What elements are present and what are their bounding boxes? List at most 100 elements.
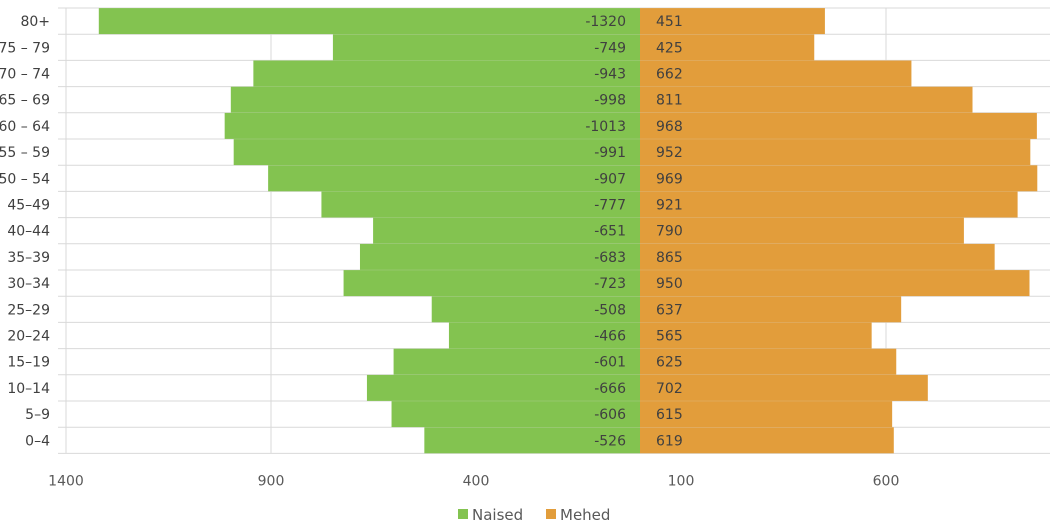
bar-naised-6 — [268, 165, 640, 192]
data-label-mehed-13: 625 — [656, 355, 683, 371]
data-label-mehed-6: 969 — [656, 171, 683, 187]
bar-mehed-5 — [640, 139, 1031, 166]
data-label-mehed-14: 702 — [656, 381, 683, 397]
category-label-9: 35–39 — [7, 250, 50, 266]
category-labels: 80+ 75 – 79 70 – 74 65 – 69 60 – 64 55 – 59 50… — [0, 14, 50, 449]
legend-item-naised[interactable]: Naised — [458, 506, 523, 524]
data-labels: -1320 -749 -943 -998 -1013 -991 -907 -777 -651 -6… — [585, 14, 682, 449]
bar-mehed-7 — [640, 191, 1018, 218]
data-label-mehed-5: 952 — [656, 145, 683, 161]
bar-naised-3 — [230, 86, 640, 113]
bar-mehed-0 — [640, 8, 825, 35]
data-label-naised-2: -943 — [594, 67, 626, 83]
x-tick-label-0: 1400 — [48, 473, 84, 489]
legend-swatch — [458, 509, 468, 519]
bar-mehed-8 — [640, 217, 964, 244]
bar-naised-12 — [448, 322, 640, 349]
category-label-14: 10–14 — [7, 381, 50, 397]
bar-naised-5 — [233, 139, 640, 166]
data-label-naised-9: -683 — [594, 250, 626, 266]
data-label-mehed-3: 811 — [656, 93, 683, 109]
bar-mehed-2 — [640, 60, 912, 87]
category-label-0: 80+ — [20, 14, 50, 30]
bar-mehed-6 — [640, 165, 1038, 192]
legend-item-mehed[interactable]: Mehed — [546, 506, 610, 524]
legend-swatch — [546, 509, 556, 519]
bar-naised-13 — [393, 348, 640, 375]
data-label-mehed-2: 662 — [656, 67, 683, 83]
category-label-1: 75 – 79 — [0, 40, 50, 56]
bar-naised-16 — [424, 427, 640, 454]
data-label-mehed-16: 619 — [656, 433, 683, 449]
legend-label: Naised — [472, 506, 523, 524]
bar-naised-10 — [343, 270, 640, 297]
x-tick-label-2: 400 — [463, 473, 490, 489]
bars — [98, 8, 1038, 454]
bar-naised-14 — [366, 374, 640, 401]
bar-naised-4 — [224, 112, 641, 139]
data-label-naised-3: -998 — [594, 93, 626, 109]
bar-mehed-10 — [640, 270, 1030, 297]
data-label-mehed-15: 615 — [656, 407, 683, 423]
data-label-naised-4: -1013 — [585, 119, 626, 135]
bar-naised-0 — [98, 8, 641, 35]
category-label-8: 40–44 — [7, 224, 50, 240]
x-axis-ticks: 1400 900 400 100 600 — [48, 473, 899, 489]
bar-mehed-3 — [640, 86, 973, 113]
category-label-16: 0–4 — [25, 433, 50, 449]
data-label-naised-15: -606 — [594, 407, 626, 423]
bar-naised-9 — [359, 243, 640, 270]
data-label-naised-10: -723 — [594, 276, 626, 292]
category-label-10: 30–34 — [7, 276, 50, 292]
category-label-7: 45–49 — [7, 198, 50, 214]
bar-mehed-14 — [640, 374, 928, 401]
category-label-13: 15–19 — [7, 355, 50, 371]
category-label-3: 65 – 69 — [0, 93, 50, 109]
data-label-naised-11: -508 — [594, 302, 626, 318]
x-tick-label-3: 100 — [668, 473, 695, 489]
bar-naised-8 — [373, 217, 640, 244]
bar-mehed-12 — [640, 322, 872, 349]
data-label-mehed-8: 790 — [656, 224, 683, 240]
data-label-naised-6: -907 — [594, 171, 626, 187]
bar-naised-7 — [321, 191, 640, 218]
bar-naised-2 — [253, 60, 640, 87]
data-label-mehed-9: 865 — [656, 250, 683, 266]
bar-mehed-11 — [640, 296, 902, 323]
bar-mehed-15 — [640, 401, 893, 428]
bar-naised-15 — [391, 401, 640, 428]
data-label-mehed-1: 425 — [656, 40, 683, 56]
data-label-mehed-4: 968 — [656, 119, 683, 135]
bar-mehed-1 — [640, 34, 815, 61]
data-label-naised-8: -651 — [594, 224, 626, 240]
data-label-naised-16: -526 — [594, 433, 626, 449]
data-label-mehed-10: 950 — [656, 276, 683, 292]
category-label-11: 25–29 — [7, 302, 50, 318]
data-label-mehed-11: 637 — [656, 302, 683, 318]
data-label-naised-1: -749 — [594, 40, 626, 56]
category-label-15: 5–9 — [25, 407, 50, 423]
bar-naised-11 — [431, 296, 640, 323]
data-label-naised-0: -1320 — [585, 14, 626, 30]
category-label-6: 50 – 54 — [0, 171, 50, 187]
x-tick-label-1: 900 — [258, 473, 285, 489]
bar-mehed-16 — [640, 427, 894, 454]
bar-naised-1 — [332, 34, 640, 61]
category-label-2: 70 – 74 — [0, 67, 50, 83]
bar-mehed-4 — [640, 112, 1037, 139]
data-label-naised-5: -991 — [594, 145, 626, 161]
data-label-naised-7: -777 — [594, 198, 626, 214]
data-label-mehed-7: 921 — [656, 198, 683, 214]
data-label-naised-14: -666 — [594, 381, 626, 397]
data-label-naised-12: -466 — [594, 329, 626, 345]
category-label-5: 55 – 59 — [0, 145, 50, 161]
legend[interactable]: Naised Mehed — [458, 506, 610, 524]
bar-mehed-13 — [640, 348, 897, 375]
data-label-mehed-12: 565 — [656, 329, 683, 345]
data-label-naised-13: -601 — [594, 355, 626, 371]
x-tick-label-4: 600 — [873, 473, 900, 489]
category-label-12: 20–24 — [7, 329, 50, 345]
category-label-4: 60 – 64 — [0, 119, 50, 135]
